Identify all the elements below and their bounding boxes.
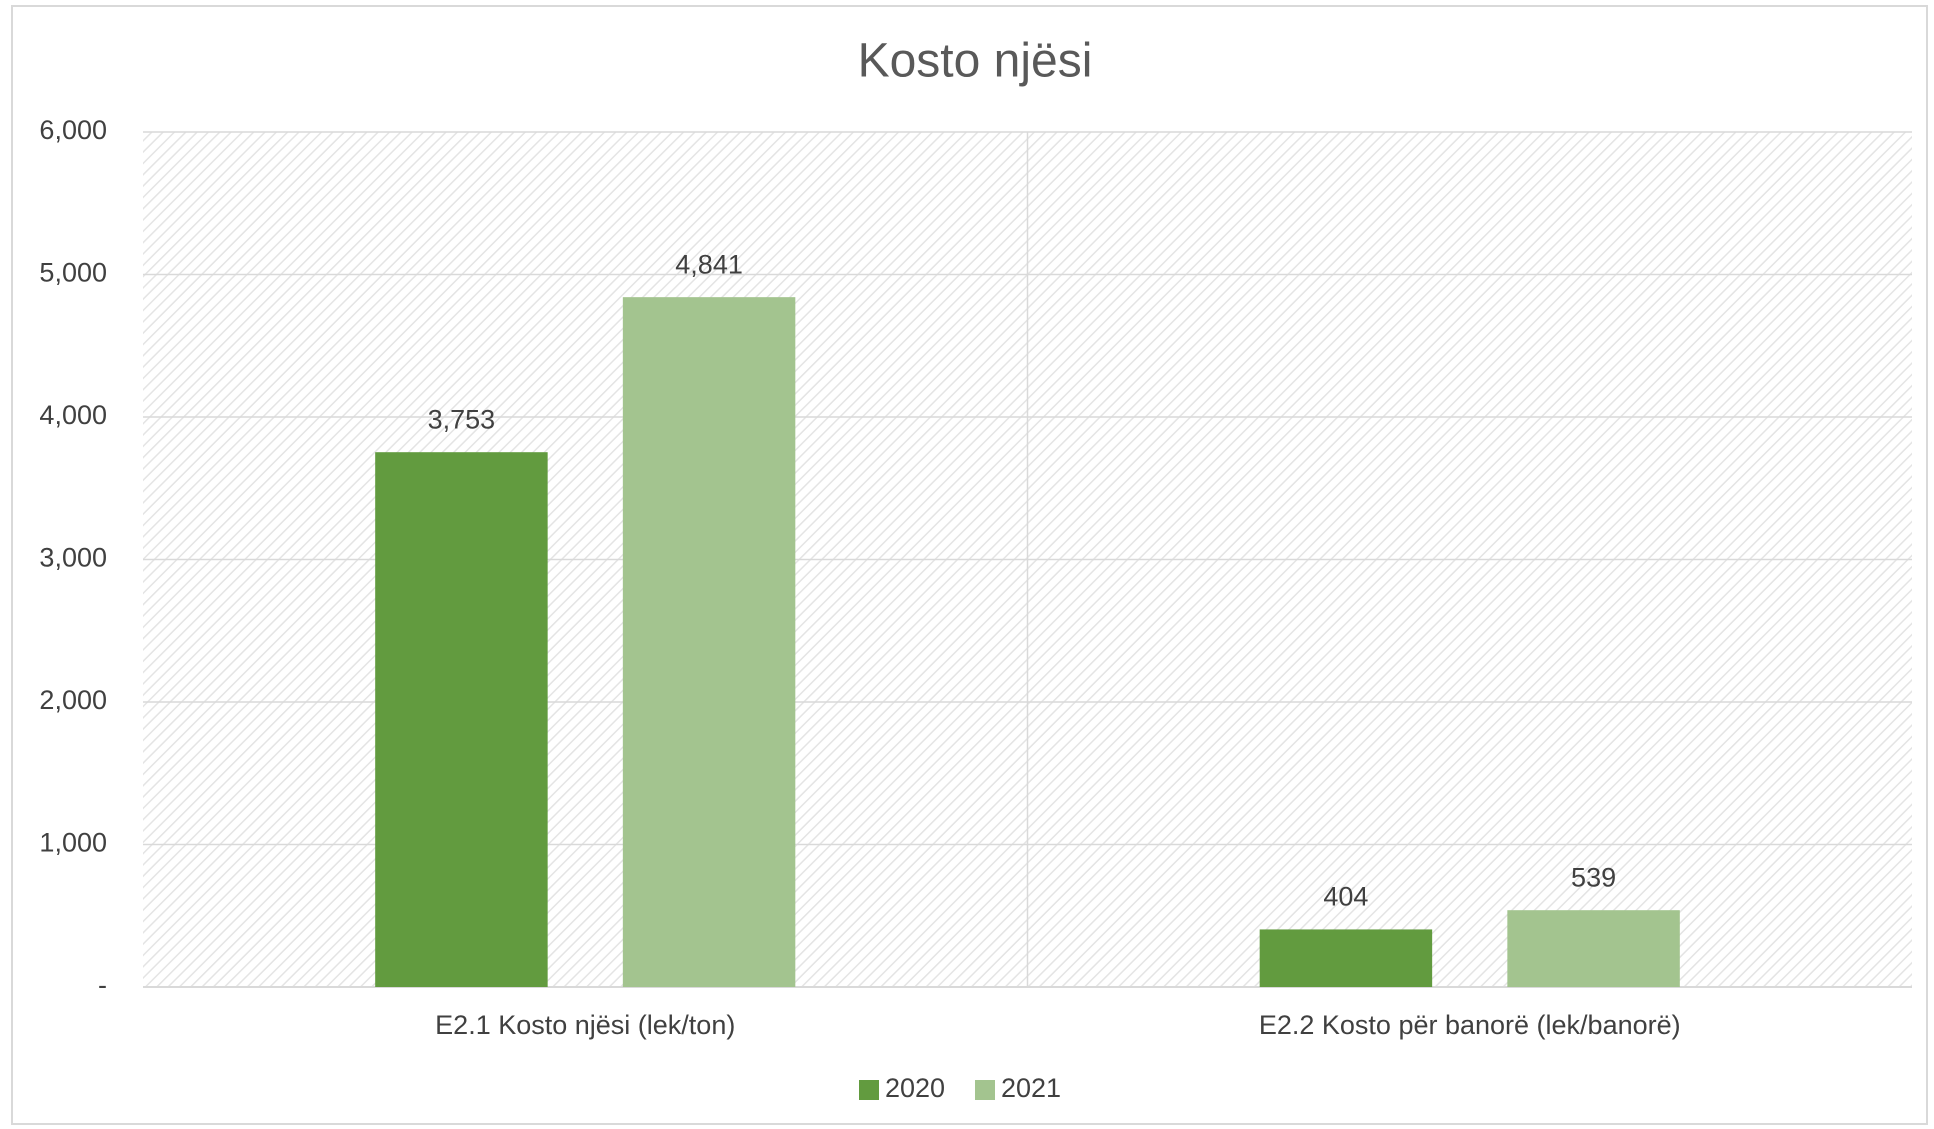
bar [1259, 929, 1433, 987]
bar [375, 452, 548, 987]
y-tick-label: 1,000 [39, 828, 107, 858]
x-tick-label: E2.1 Kosto njësi (lek/ton) [435, 1010, 735, 1040]
data-label: 539 [1571, 862, 1616, 892]
data-label: 4,841 [675, 249, 743, 279]
data-label: 3,753 [428, 404, 496, 434]
y-tick-label: 6,000 [39, 115, 107, 145]
y-tick-label: 5,000 [39, 258, 107, 288]
chart-title: Kosto njësi [858, 35, 1093, 88]
bar [622, 297, 796, 988]
y-tick-label: - [98, 970, 107, 1000]
legend-label: 2021 [1001, 1073, 1061, 1103]
data-label: 404 [1323, 882, 1368, 912]
legend-swatch [975, 1080, 995, 1100]
y-tick-label: 4,000 [39, 400, 107, 430]
y-tick-label: 3,000 [39, 543, 107, 573]
x-tick-label: E2.2 Kosto për banorë (lek/banorë) [1259, 1010, 1681, 1040]
y-tick-label: 2,000 [39, 685, 107, 715]
legend-label: 2020 [885, 1073, 945, 1103]
legend-swatch [859, 1080, 879, 1100]
bar [1507, 910, 1680, 987]
